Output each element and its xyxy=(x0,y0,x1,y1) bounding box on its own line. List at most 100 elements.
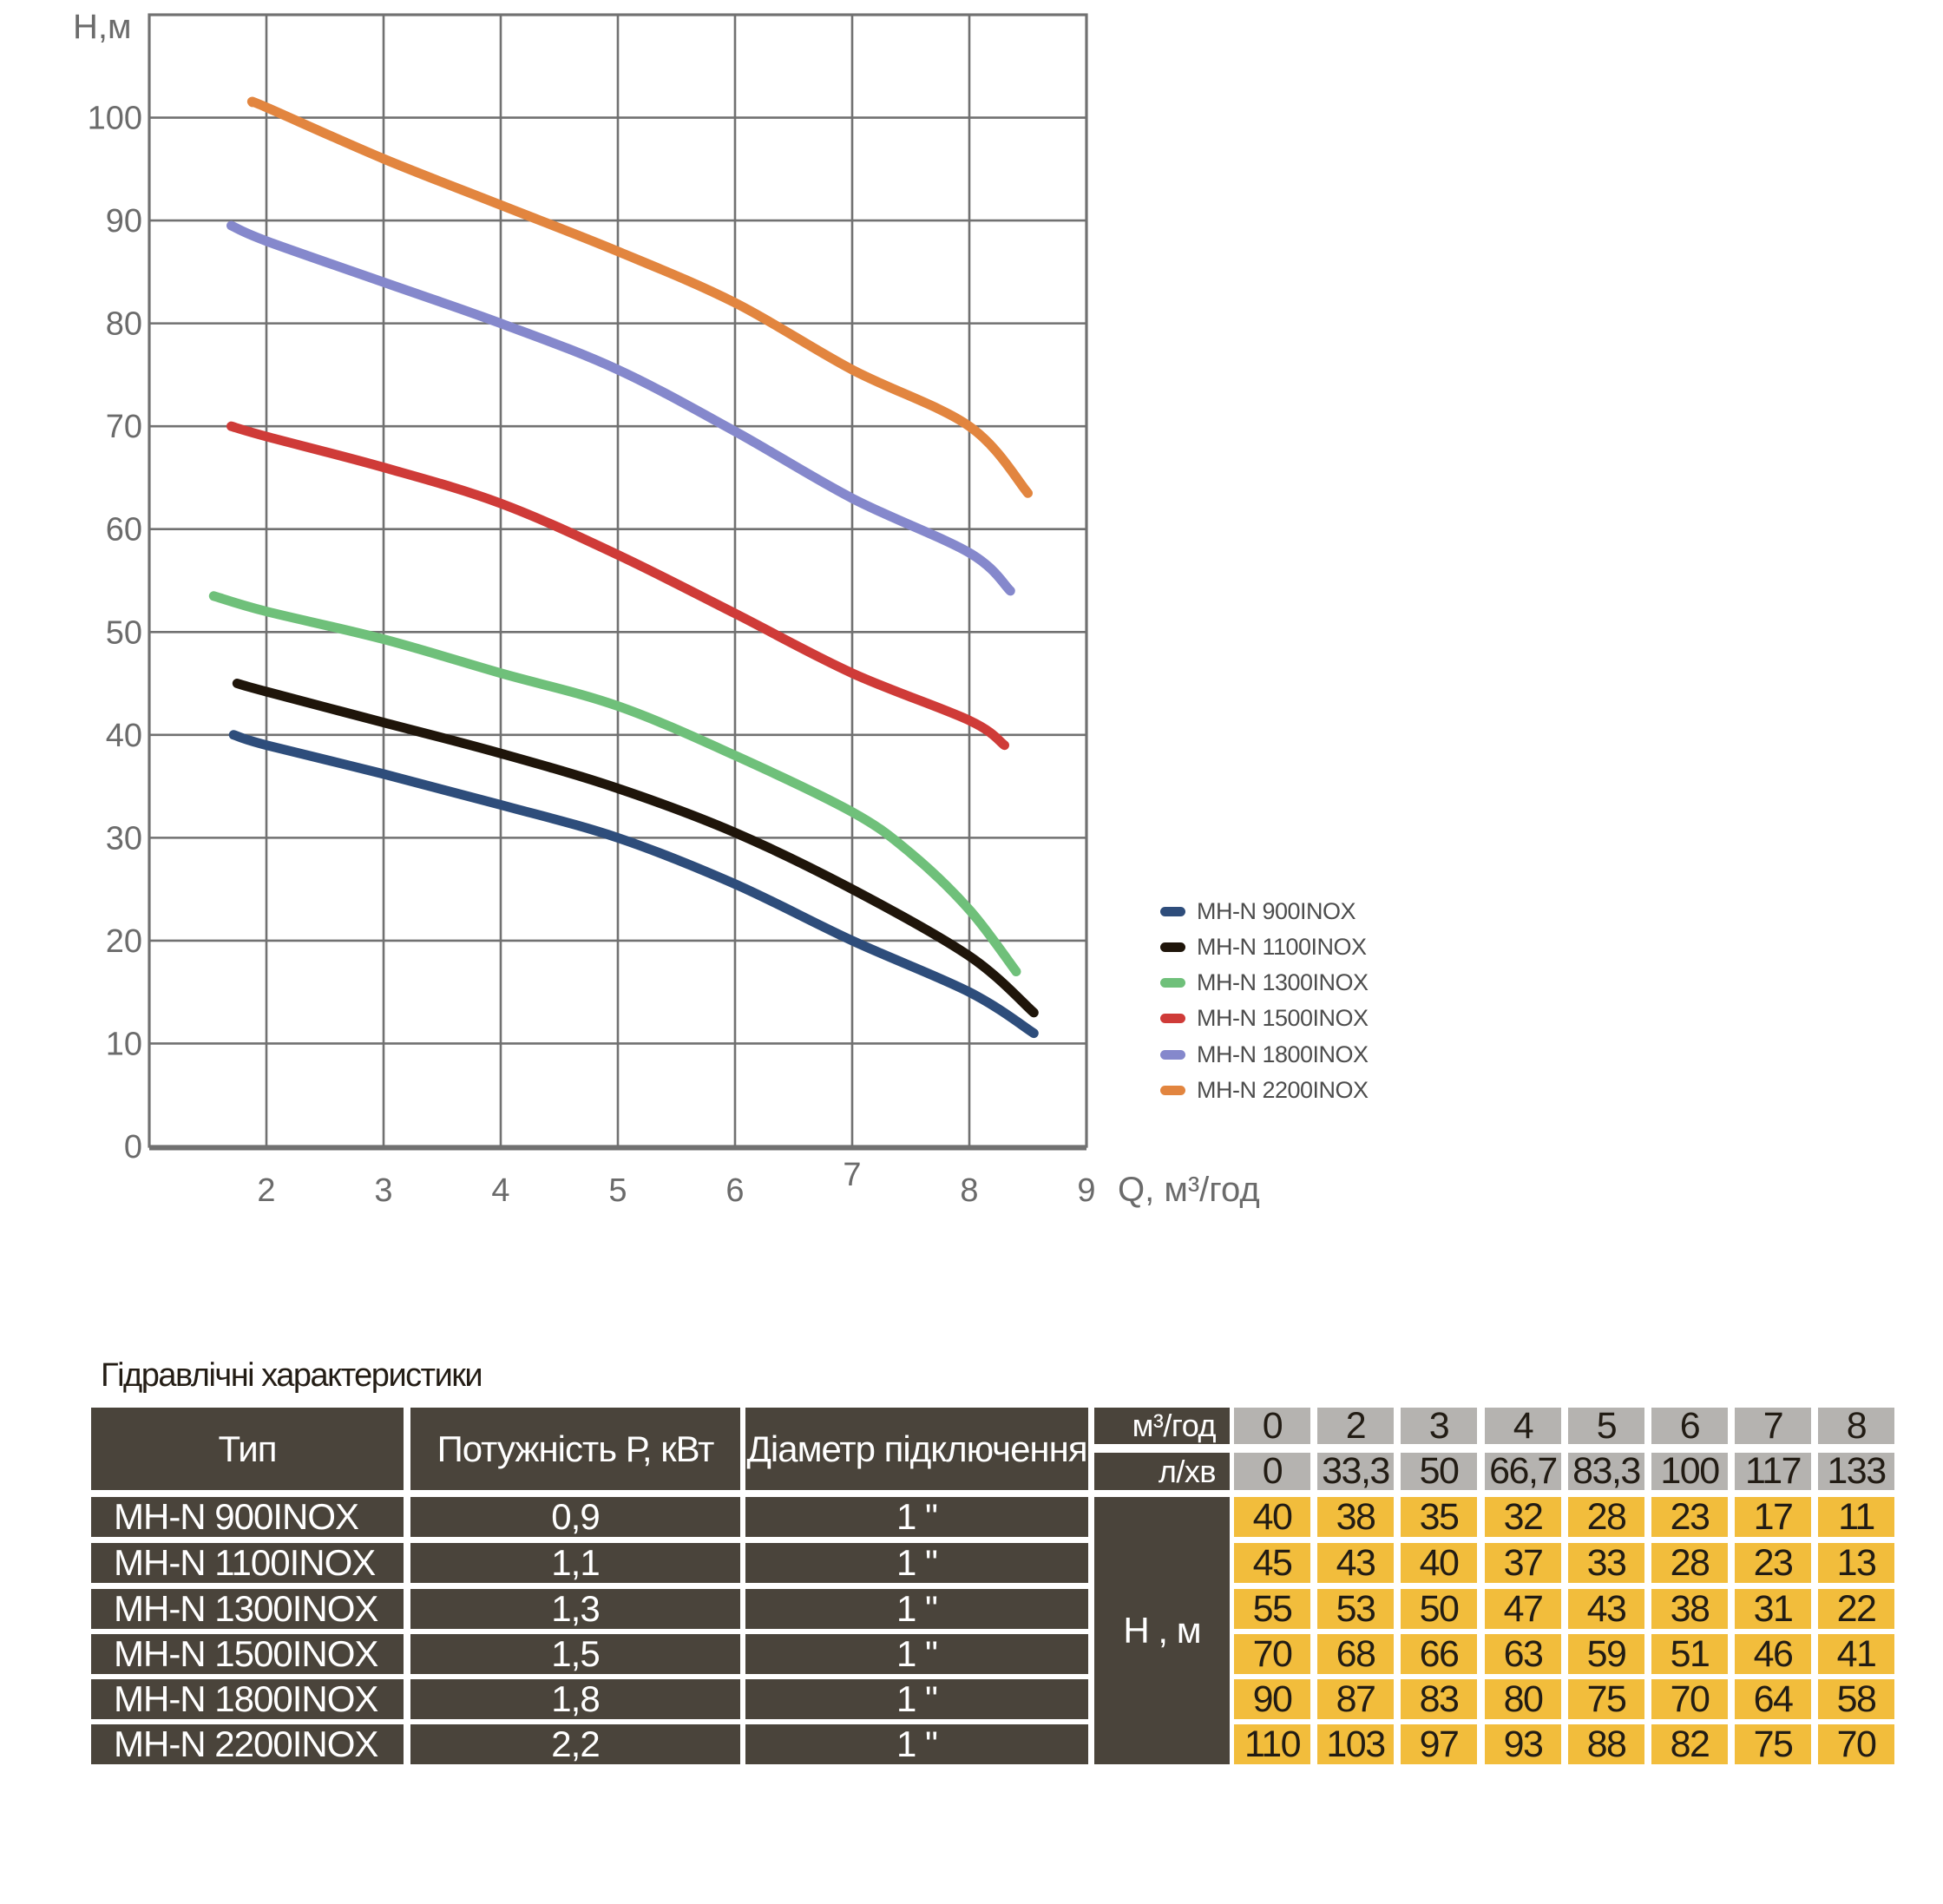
row-power-cell: 1,3 xyxy=(410,1589,740,1629)
row-diameter-cell: 1 " xyxy=(745,1589,1088,1629)
head-value-cell: 82 xyxy=(1651,1724,1728,1764)
head-value-cell: 97 xyxy=(1401,1724,1477,1764)
legend-item: MH-N 2200INOX xyxy=(1160,1073,1369,1108)
x-tick-label: 4 xyxy=(491,1172,509,1209)
head-value-cell: 28 xyxy=(1568,1497,1644,1537)
head-value-cell: 63 xyxy=(1485,1634,1561,1674)
flow-min-value: 100 xyxy=(1651,1453,1728,1490)
head-value-cell: 33 xyxy=(1568,1543,1644,1583)
head-value-cell: 87 xyxy=(1317,1679,1394,1719)
head-value-cell: 31 xyxy=(1735,1589,1811,1629)
row-type-cell: MH-N 900INOX xyxy=(91,1497,404,1537)
head-value-cell: 93 xyxy=(1485,1724,1561,1764)
header-type: Тип xyxy=(91,1408,404,1490)
head-value-cell: 50 xyxy=(1401,1589,1477,1629)
row-type-cell: MH-N 1500INOX xyxy=(91,1634,404,1674)
header-power: Потужність Р, кВт xyxy=(410,1408,740,1490)
header-head-label: Н , м xyxy=(1094,1497,1230,1764)
x-axis-title: Q, м³/год xyxy=(1118,1171,1260,1209)
head-value-cell: 64 xyxy=(1735,1679,1811,1719)
legend-label: MH-N 1800INOX xyxy=(1197,1041,1369,1067)
row-type-cell: MH-N 2200INOX xyxy=(91,1724,404,1764)
x-tick-label: 8 xyxy=(960,1172,978,1209)
header-diameter: Діаметр підключення xyxy=(745,1408,1088,1490)
head-value-cell: 80 xyxy=(1485,1679,1561,1719)
row-power-cell: 1,8 xyxy=(410,1679,740,1719)
x-tick-label: 3 xyxy=(374,1172,392,1209)
flow-min-value: 83,3 xyxy=(1568,1453,1644,1490)
plot-border xyxy=(148,13,1088,1148)
head-value-cell: 51 xyxy=(1651,1634,1728,1674)
flow-hour-value: 0 xyxy=(1234,1407,1310,1444)
legend-swatch-icon xyxy=(1160,1086,1185,1095)
row-type-cell: MH-N 1800INOX xyxy=(91,1679,404,1719)
y-tick-label: 60 xyxy=(106,512,142,548)
y-tick-label: 40 xyxy=(106,718,142,754)
head-value-cell: 59 xyxy=(1568,1634,1644,1674)
x-tick-label: 7 xyxy=(843,1157,861,1193)
header-flow-hour: м³/год xyxy=(1094,1408,1230,1444)
curve-mh-n-1100inox xyxy=(232,679,1039,1018)
row-power-cell: 1,1 xyxy=(410,1543,740,1583)
y-tick-label: 70 xyxy=(106,409,142,445)
flow-min-value: 133 xyxy=(1818,1453,1894,1490)
legend-label: MH-N 1500INOX xyxy=(1197,1005,1369,1032)
y-tick-label: 0 xyxy=(124,1129,142,1165)
head-value-cell: 41 xyxy=(1818,1634,1894,1674)
legend-label: MH-N 2200INOX xyxy=(1197,1077,1369,1103)
head-value-cell: 70 xyxy=(1234,1634,1310,1674)
flow-hour-value: 3 xyxy=(1401,1407,1477,1444)
head-value-cell: 35 xyxy=(1401,1497,1477,1537)
flow-min-value: 66,7 xyxy=(1485,1453,1561,1490)
y-axis-title: Н,м xyxy=(73,8,132,46)
x-tick-label: 2 xyxy=(257,1172,275,1209)
row-diameter-cell: 1 " xyxy=(745,1679,1088,1719)
head-value-cell: 110 xyxy=(1234,1724,1310,1764)
head-value-cell: 43 xyxy=(1568,1589,1644,1629)
head-value-cell: 70 xyxy=(1651,1679,1728,1719)
row-type-cell: MH-N 1300INOX xyxy=(91,1589,404,1629)
row-type-cell: MH-N 1100INOX xyxy=(91,1543,404,1583)
head-value-cell: 83 xyxy=(1401,1679,1477,1719)
row-power-cell: 0,9 xyxy=(410,1497,740,1537)
y-tick-label: 10 xyxy=(106,1026,142,1062)
legend-swatch-icon xyxy=(1160,906,1185,916)
legend-item: MH-N 1100INOX xyxy=(1160,929,1367,964)
head-value-cell: 43 xyxy=(1317,1543,1394,1583)
head-value-cell: 28 xyxy=(1651,1543,1728,1583)
curve-mh-n-2200inox xyxy=(246,96,1033,498)
head-value-cell: 66 xyxy=(1401,1634,1477,1674)
legend-item: MH-N 900INOX xyxy=(1160,894,1356,929)
legend-item: MH-N 1300INOX xyxy=(1160,966,1369,1001)
head-value-cell: 58 xyxy=(1818,1679,1894,1719)
curve-mh-n-1300inox xyxy=(208,591,1021,976)
head-value-cell: 23 xyxy=(1651,1497,1728,1537)
head-value-cell: 47 xyxy=(1485,1589,1561,1629)
head-value-cell: 88 xyxy=(1568,1724,1644,1764)
header-flow-min: л/хв xyxy=(1094,1453,1230,1490)
legend-label: MH-N 1300INOX xyxy=(1197,969,1369,996)
head-value-cell: 90 xyxy=(1234,1679,1310,1719)
x-tick-label: 6 xyxy=(725,1172,744,1209)
y-tick-label: 50 xyxy=(106,614,142,651)
head-value-cell: 32 xyxy=(1485,1497,1561,1537)
head-value-cell: 75 xyxy=(1568,1679,1644,1719)
head-value-cell: 11 xyxy=(1818,1497,1894,1537)
row-power-cell: 2,2 xyxy=(410,1724,740,1764)
legend-swatch-icon xyxy=(1160,978,1185,988)
legend-label: MH-N 900INOX xyxy=(1197,897,1356,924)
head-value-cell: 17 xyxy=(1735,1497,1811,1537)
head-value-cell: 23 xyxy=(1735,1543,1811,1583)
legend-item: MH-N 1500INOX xyxy=(1160,1001,1369,1036)
y-tick-label: 100 xyxy=(88,101,142,137)
head-value-cell: 45 xyxy=(1234,1543,1310,1583)
head-value-cell: 22 xyxy=(1818,1589,1894,1629)
x-tick-label: 5 xyxy=(608,1172,627,1209)
curve-mh-n-900inox xyxy=(228,730,1039,1039)
legend-swatch-icon xyxy=(1160,1014,1185,1024)
pump-curves-chart: 0 10 20 30 40 50 60 70 80 90 100 2 3 4 5 6 7 8 9 Н,м Q, м³/г… xyxy=(73,8,1260,1209)
flow-hour-value: 5 xyxy=(1568,1407,1644,1444)
table-title: Гідравлічні характеристики xyxy=(101,1357,483,1394)
head-value-cell: 103 xyxy=(1317,1724,1394,1764)
legend-label: MH-N 1100INOX xyxy=(1197,933,1367,960)
